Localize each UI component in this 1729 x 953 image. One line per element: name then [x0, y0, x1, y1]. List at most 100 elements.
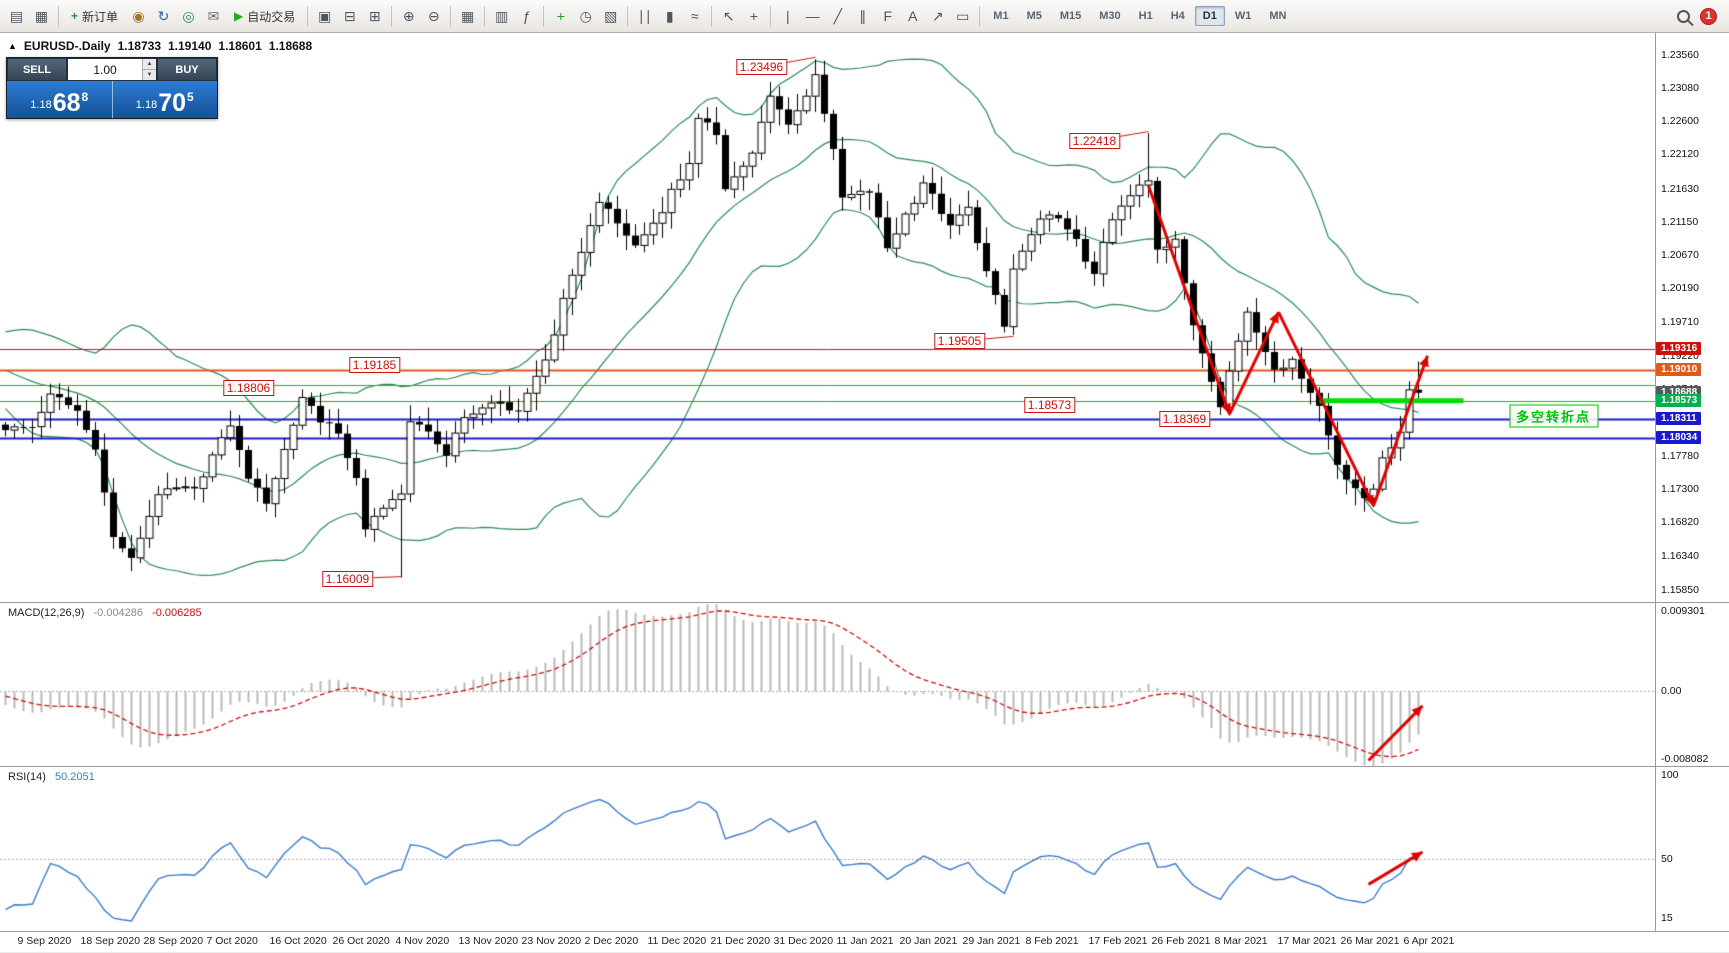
timeframe-mn[interactable]: MN: [1269, 10, 1287, 22]
messages-icon[interactable]: ✉: [207, 7, 220, 24]
sell-price-small: 1.18: [30, 99, 52, 111]
rsi-canvas[interactable]: [0, 767, 1655, 932]
sell-button[interactable]: SELL: [7, 58, 67, 81]
date-label: 20 Jan 2021: [899, 935, 958, 947]
tile-vertically-icon[interactable]: ⊞: [368, 7, 381, 24]
search-icon[interactable]: [1677, 9, 1690, 23]
add-indicator-icon[interactable]: +: [556, 8, 565, 24]
new-order-button-label: 新订单: [82, 9, 119, 24]
bar-chart-icon[interactable]: ∣∣: [637, 7, 652, 24]
rsi-axis: 100 50 15: [1655, 767, 1729, 931]
horizontal-line-icon[interactable]: —: [805, 8, 820, 24]
main-price-axis: 1.23560 1.23080 1.22600 1.22120 1.21630 1.211…: [1655, 33, 1729, 602]
timeframe-m30[interactable]: M30: [1099, 10, 1121, 22]
timeframe-m1[interactable]: M1: [993, 10, 1009, 22]
note-label[interactable]: 多空转折点: [1508, 404, 1599, 428]
tile-windows-icon[interactable]: ▦: [461, 7, 475, 24]
timeframe-d1[interactable]: D1: [1194, 6, 1225, 26]
notification-badge[interactable]: 1: [1700, 7, 1717, 25]
volume-up-button[interactable]: ▲: [143, 59, 156, 70]
indicators-list-icon[interactable]: ƒ: [522, 8, 531, 24]
volume-down-button[interactable]: ▼: [143, 70, 156, 80]
date-label: 29 Jan 2021: [962, 935, 1021, 947]
date-label: 28 Sep 2020: [143, 935, 204, 947]
buy-price-big: 70: [158, 89, 187, 117]
buy-button[interactable]: BUY: [157, 58, 217, 81]
zoom-in-icon[interactable]: ⊕: [402, 7, 415, 24]
toolbar: ▤ ▦ + 新订单 ◉ ↻ ◎ ✉ ▶ 自动交易 ▣ ⊟ ⊞ ⊕ ⊖ ▦ ▥ ƒ + ◷ ▧ ∣∣ ▮ ≈ ↖ + | — ╱ ∥ F A ↗ ▭…: [0, 0, 1729, 33]
volume-value[interactable]: 1.00: [93, 62, 117, 77]
date-label: 23 Nov 2020: [521, 935, 582, 947]
trendline-icon[interactable]: ╱: [833, 7, 842, 24]
date-label: 17 Mar 2021: [1277, 935, 1337, 947]
community-icon[interactable]: ◉: [132, 7, 145, 24]
refresh-icon[interactable]: ↻: [157, 7, 170, 24]
fibonacci-icon[interactable]: F: [883, 8, 893, 24]
tile-horizontally-icon[interactable]: ⊟: [343, 7, 356, 24]
toolbar-separator: [391, 5, 393, 27]
text-label-icon[interactable]: A: [908, 8, 918, 24]
toolbar-separator: [979, 5, 981, 27]
vertical-line-icon[interactable]: |: [785, 8, 790, 24]
date-label: 2 Dec 2020: [584, 935, 639, 947]
templates-icon[interactable]: ▧: [604, 7, 618, 24]
rsi-axis-label: 100: [1661, 769, 1679, 781]
rsi-axis-label: 15: [1661, 912, 1673, 925]
macd-axis-label: 0.009301: [1661, 605, 1705, 617]
line-chart-icon[interactable]: ≈: [690, 8, 699, 24]
date-label: 18 Sep 2020: [80, 935, 141, 947]
crosshair-icon[interactable]: +: [749, 8, 758, 24]
price-axis-label: 1.23560: [1661, 48, 1699, 61]
price-callout[interactable]: 1.18573: [1023, 397, 1076, 414]
cursor-icon[interactable]: ↖: [722, 7, 735, 24]
date-label: 21 Dec 2020: [710, 935, 771, 947]
period-selector-icon[interactable]: ◷: [579, 7, 592, 24]
profiles-icon[interactable]: ▦: [34, 7, 49, 24]
data-window-icon[interactable]: ▥: [495, 7, 509, 24]
new-order-button[interactable]: + 新订单: [63, 4, 126, 28]
price-axis-label: 1.21630: [1661, 182, 1699, 195]
timeframe-h1[interactable]: H1: [1138, 10, 1153, 22]
volume-input[interactable]: 1.00 ▲ ▼: [67, 58, 157, 81]
support-icon[interactable]: ◎: [182, 7, 195, 24]
date-label: 26 Feb 2021: [1151, 935, 1211, 947]
candlestick-chart-icon[interactable]: ▮: [665, 7, 674, 24]
timeframe-h4[interactable]: H4: [1170, 10, 1185, 22]
new-chart-icon[interactable]: ▤: [9, 7, 24, 24]
cascade-windows-icon[interactable]: ▣: [318, 7, 332, 24]
toolbar-separator: [543, 5, 545, 27]
price-divider: [111, 81, 113, 118]
price-callout[interactable]: 1.18369: [1158, 411, 1211, 428]
price-callout[interactable]: 1.18806: [222, 379, 275, 396]
zoom-out-icon[interactable]: ⊖: [427, 7, 440, 24]
price-axis-label: 1.17300: [1661, 483, 1699, 496]
macd-canvas[interactable]: [0, 603, 1655, 767]
price-callout[interactable]: 1.19505: [933, 333, 986, 350]
buy-price-button[interactable]: 1.18 70 5: [113, 81, 218, 118]
price-callout[interactable]: 1.19185: [348, 356, 401, 373]
date-label: 8 Mar 2021: [1214, 935, 1268, 947]
arrow-object-icon[interactable]: ↗: [931, 7, 944, 24]
price-callout[interactable]: 1.23496: [735, 59, 788, 76]
price-axis-label: 1.19710: [1661, 315, 1699, 328]
toolbar-separator: [484, 5, 486, 27]
volume-spinner: ▲ ▼: [142, 59, 156, 80]
shapes-icon[interactable]: ▭: [956, 7, 970, 24]
toolbar-separator: [58, 5, 59, 27]
autotrading-button[interactable]: ▶ 自动交易: [226, 4, 303, 28]
price-callout[interactable]: 1.16009: [321, 570, 374, 587]
main-chart-canvas[interactable]: [0, 33, 1655, 603]
timeframe-m5[interactable]: M5: [1026, 10, 1042, 22]
macd-axis-label: 0.00: [1661, 684, 1682, 697]
sell-price-button[interactable]: 1.18 68 8: [7, 81, 112, 118]
price-tag: 1.18573: [1656, 393, 1702, 407]
price-axis-label: 1.16820: [1661, 516, 1699, 529]
price-axis-label: 1.15850: [1661, 583, 1699, 596]
date-label: 7 Oct 2020: [206, 935, 258, 947]
rsi-axis-label: 50: [1661, 852, 1673, 865]
timeframe-m15[interactable]: M15: [1059, 10, 1082, 22]
timeframe-w1[interactable]: W1: [1234, 10, 1252, 22]
one-click-toggle-icon[interactable]: ▲: [8, 41, 17, 51]
equidistant-channel-icon[interactable]: ∥: [859, 7, 867, 24]
price-callout[interactable]: 1.22418: [1068, 132, 1121, 149]
